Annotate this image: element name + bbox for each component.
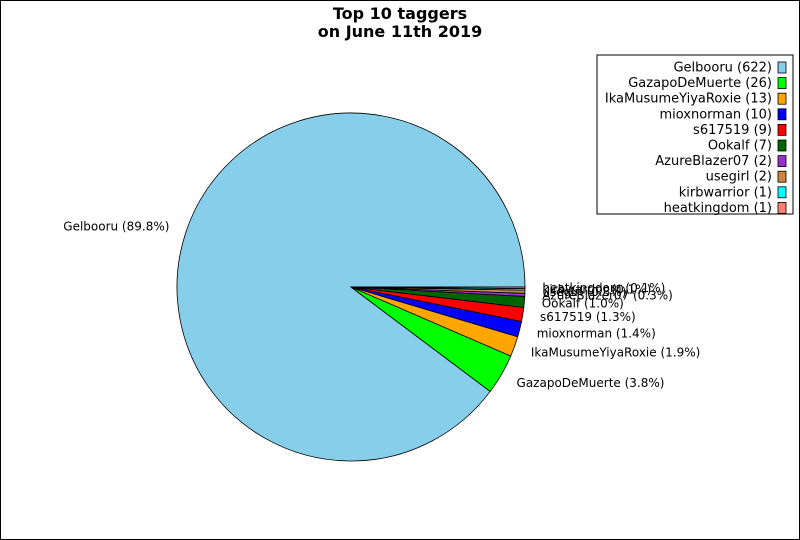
slice-label-Gelbooru: Gelbooru (89.8%) [63, 219, 169, 233]
legend-label-s617519: s617519 (9) [693, 123, 772, 138]
slice-labels: Gelbooru (89.8%) GazapoDeMuerte (3.8%) Ika… [63, 219, 700, 390]
legend-label-IkaMusumeYiyaRoxie: IkaMusumeYiyaRoxie (13) [605, 92, 772, 107]
slice-label-kirbwarrior: kirbwarrior (0.1%) [542, 283, 651, 297]
legend-label-AzureBlazer07: AzureBlazer07 (2) [655, 154, 772, 169]
pie-slices [176, 112, 526, 462]
legend-swatch-Gelbooru [777, 61, 787, 74]
chart-title-line2: on June 11th 2019 [318, 22, 483, 41]
slice-label-Ookalf: Ookalf (1.0%) [542, 296, 624, 310]
slice-label-AzureBlazer07: AzureBlazer07 (0.3%) [542, 289, 673, 303]
legend-box [596, 54, 794, 215]
legend-swatch-kirbwarrior [777, 186, 787, 199]
legend-label-usegirl: usegirl (2) [706, 170, 772, 185]
slice-label-mioxnorman: mioxnorman (1.4%) [537, 326, 656, 340]
legend-swatch-GazapoDeMuerte [777, 77, 787, 89]
pie-slice-heatkingdom [350, 286, 526, 289]
slice-label-GazapoDeMuerte: GazapoDeMuerte (3.8%) [517, 376, 665, 390]
legend-swatch-IkaMusumeYiyaRoxie [777, 92, 787, 105]
legend-swatch-usegirl [777, 170, 787, 183]
legend-swatch-mioxnorman [777, 108, 787, 121]
legend-label-GazapoDeMuerte: GazapoDeMuerte (26) [628, 76, 772, 91]
slice-label-heatkingdom: heatkingdom (0.1%) [542, 281, 665, 295]
legend-swatch-s617519 [777, 124, 787, 136]
legend-swatch-AzureBlazer07 [777, 155, 787, 168]
slice-label-IkaMusumeYiyaRoxie: IkaMusumeYiyaRoxie (1.9%) [531, 345, 700, 359]
legend-swatch-heatkingdom [777, 201, 787, 214]
legend-label-mioxnorman: mioxnorman (10) [659, 107, 772, 122]
legend-label-heatkingdom: heatkingdom (1) [664, 201, 772, 216]
legend-label-Ookalf: Ookalf (7) [708, 139, 772, 154]
chart-title-line1: Top 10 taggers [333, 4, 467, 23]
legend-label-Gelbooru: Gelbooru (622) [673, 61, 772, 76]
slice-label-usegirl: usegirl (0.3%) [542, 285, 626, 299]
legend: Gelbooru (622)GazapoDeMuerte (26)IkaMusu… [596, 54, 794, 216]
legend-swatch-Ookalf [777, 139, 787, 152]
slice-label-s617519: s617519 (1.3%) [540, 310, 636, 324]
legend-label-kirbwarrior: kirbwarrior (1) [679, 185, 772, 200]
